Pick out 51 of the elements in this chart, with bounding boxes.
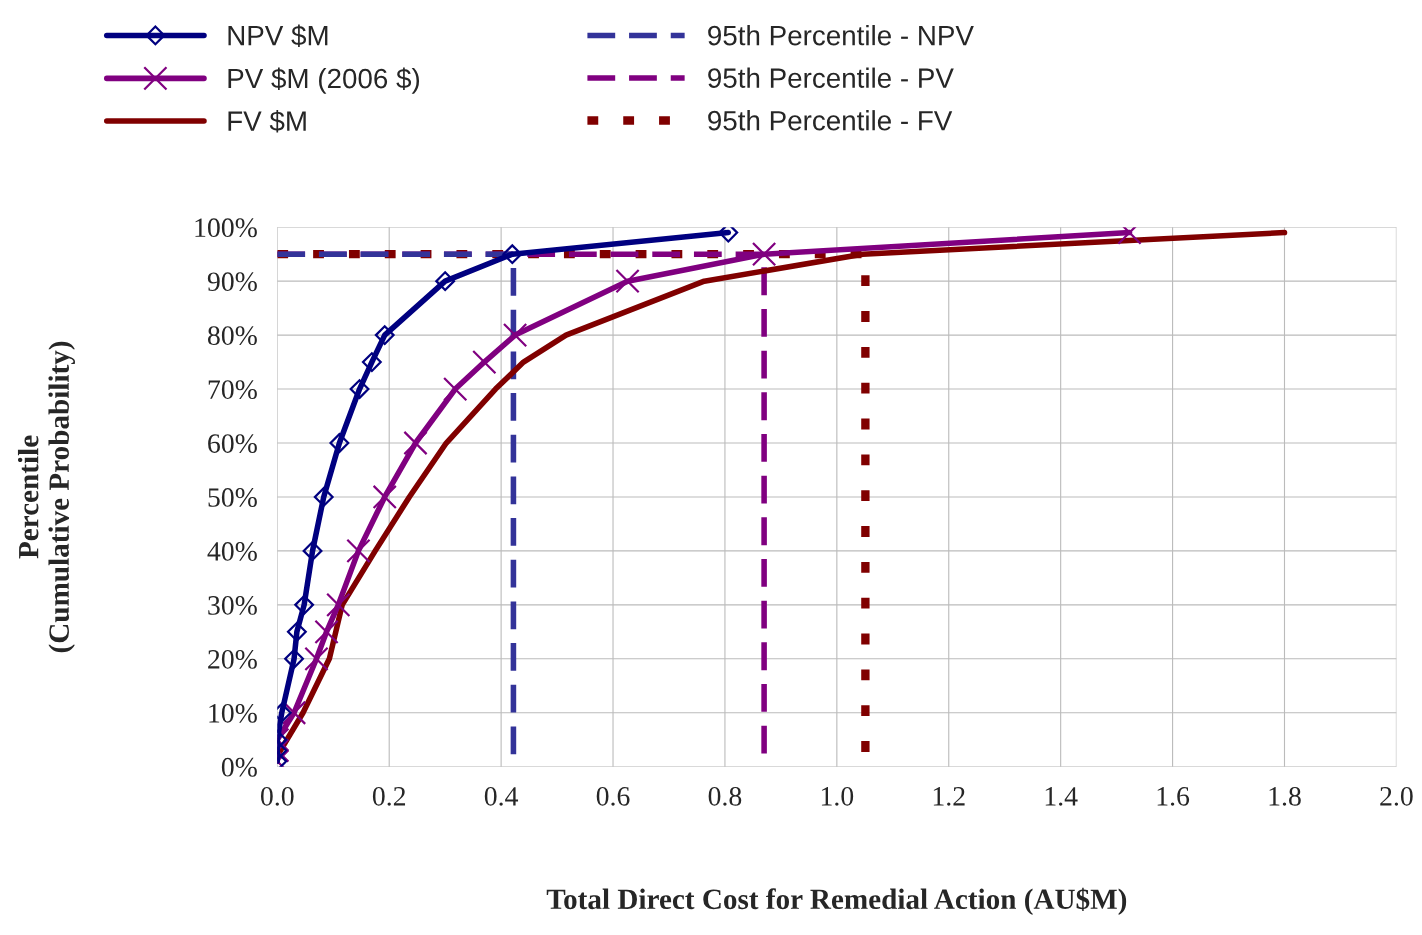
y-tick-label: 0% [221,757,257,777]
x-axis-title: Total Direct Cost for Remedial Action (AU$M) [546,887,1127,916]
y-tick-label: 100% [195,218,257,238]
point [314,619,339,645]
y-tick-label: 30% [208,596,257,615]
point [313,487,334,507]
legend-label: 95th Percentile - FV [708,110,953,131]
y-tick-label: 40% [207,542,257,561]
point [615,268,640,294]
y-tick-label: 20% [208,649,257,669]
x-tick-label: 0.8 [708,786,742,806]
y-tick-label: 70% [208,380,257,400]
y-tick-label: 60% [208,434,257,454]
point [372,484,397,510]
point [403,430,428,456]
point [281,700,307,725]
x-tick-label: 1.0 [821,786,854,806]
x-tick-label: 1.2 [933,787,965,806]
point [472,349,497,375]
y-tick-label: 90% [207,272,257,292]
x-tick-label: 0.2 [372,786,406,806]
legend-label: PV $M (2006 $) [228,67,420,94]
point [294,594,315,615]
x-tick-label: 0.4 [484,786,519,806]
x-tick-label: 0.0 [260,786,294,806]
point [502,244,523,265]
legend-label: 95th Percentile - NPV [708,25,974,46]
y-tick-label: 50% [208,488,257,507]
point [443,376,468,402]
x-tick-label: 1.6 [1157,787,1190,806]
point [502,322,528,348]
x-tick-label: 1.8 [1269,786,1301,806]
y-axis-title: Percentile (Cumulative Probability) [17,341,75,653]
point [329,433,350,453]
point [349,379,370,399]
y-tick-label: 10% [209,703,257,723]
legend-label: NPV $M [228,24,328,48]
point [374,325,395,346]
x-tick-label: 1.4 [1045,787,1078,806]
point [286,621,307,642]
x-tick-label: 2.0 [1380,786,1413,806]
legend-label: FV $M [228,110,306,133]
point [304,646,329,672]
x-tick-label: 0.6 [596,786,630,806]
legend-label: 95th Percentile - PV [708,67,954,88]
point [302,540,323,561]
point [346,538,371,564]
point [435,271,456,292]
y-tick-label: 80% [207,326,257,346]
point [361,352,382,373]
point [284,648,305,669]
